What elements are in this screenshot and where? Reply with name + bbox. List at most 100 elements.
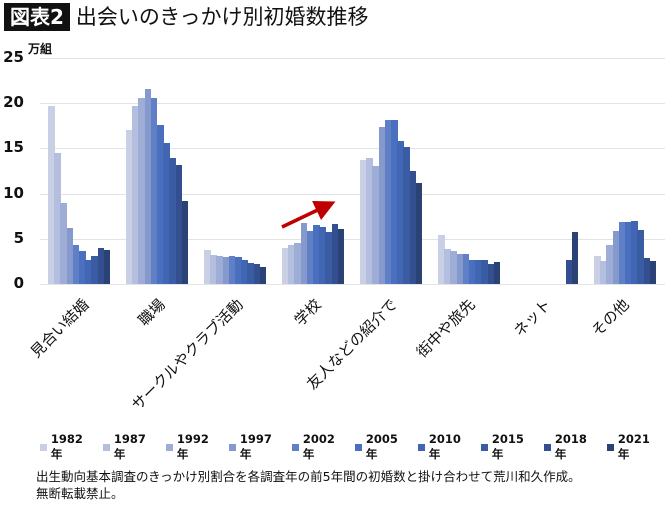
legend-swatch-icon [355, 443, 362, 451]
legend-item: 2002年 [292, 432, 346, 462]
legend-item: 1982年 [40, 432, 94, 462]
bar [306, 230, 314, 284]
bar [85, 259, 92, 284]
bar [144, 89, 152, 284]
bar [282, 247, 289, 284]
bar [438, 235, 445, 284]
bar [66, 227, 74, 284]
legend-swatch-icon [166, 443, 173, 451]
bar [126, 130, 133, 284]
bar [631, 220, 638, 284]
bar [360, 160, 367, 284]
bar [204, 249, 211, 284]
bar [366, 158, 373, 284]
y-tick-label: 15 [3, 138, 24, 157]
bar [462, 254, 470, 284]
legend-label: 1992年 [176, 432, 209, 461]
bar [79, 250, 86, 284]
legend-label: 2002年 [302, 432, 335, 461]
chart-title: 出会いのきっかけ別初婚数推移 [75, 5, 369, 29]
legend-item: 1992年 [166, 432, 220, 462]
legend-swatch-icon [229, 443, 236, 451]
source-note: 出生動向基本調査のきっかけ別割合を各調査年の前5年間の初婚数と掛け合わせて荒川和… [36, 468, 581, 502]
bar [259, 266, 267, 284]
gridline [40, 103, 665, 104]
legend-item: 2015年 [481, 432, 535, 462]
bar [612, 230, 620, 284]
bar [493, 262, 501, 284]
bar [175, 165, 183, 284]
bar [288, 245, 295, 284]
bar [643, 257, 651, 284]
bar [337, 228, 345, 284]
source-note-line2: 無断転載禁止。 [36, 486, 124, 501]
legend-item: 2005年 [355, 432, 409, 462]
y-tick-label: 20 [3, 93, 24, 111]
bar [54, 152, 61, 284]
bar [294, 243, 301, 284]
legend-item: 1997年 [229, 432, 283, 462]
bar [409, 170, 417, 284]
bar [222, 256, 230, 284]
y-tick-label: 0 [13, 274, 24, 292]
bar [300, 223, 308, 284]
bar [228, 255, 236, 284]
gridline [40, 193, 665, 195]
bar [481, 259, 488, 284]
bar [606, 245, 613, 284]
legend-swatch-icon [544, 443, 551, 451]
bar [331, 224, 339, 284]
bar [487, 264, 495, 284]
legend-label: 1982年 [50, 432, 83, 461]
legend-swatch-icon [292, 443, 299, 451]
bar [313, 225, 320, 284]
bar [216, 255, 223, 284]
bar [319, 226, 326, 284]
bar [103, 249, 111, 284]
gridline [40, 284, 665, 285]
legend: 1982年 1987年 1992年 1997年 2002年 2005年 2010年 2015年… [40, 432, 670, 462]
bar [60, 203, 67, 284]
bar [391, 120, 398, 284]
bar [415, 182, 423, 284]
bar [210, 255, 217, 284]
bar [241, 259, 248, 284]
legend-item: 2010年 [418, 432, 472, 462]
legend-item: 1987年 [103, 432, 157, 462]
bar [565, 259, 573, 284]
bar [469, 260, 476, 284]
gridline [40, 148, 665, 150]
y-tick-label: 5 [13, 228, 24, 247]
bar [325, 232, 332, 284]
legend-label: 2021年 [617, 432, 650, 461]
bar [450, 251, 457, 284]
legend-label: 2018年 [554, 432, 587, 461]
bar [397, 141, 404, 284]
bar [378, 127, 386, 284]
gridline [40, 238, 665, 240]
legend-swatch-icon [607, 443, 614, 451]
bar [157, 124, 164, 284]
chart-header: 図表2 出会いのきっかけ別初婚数推移 [4, 3, 368, 31]
bar [253, 264, 261, 284]
bar [625, 221, 632, 284]
y-axis-unit: 万組 [28, 42, 53, 56]
bar [444, 248, 451, 284]
legend-swatch-icon [418, 443, 425, 451]
legend-label: 2015年 [491, 432, 524, 461]
bar [163, 142, 170, 284]
figure-badge: 図表2 [4, 3, 70, 31]
bar [594, 255, 601, 284]
legend-swatch-icon [481, 443, 488, 451]
y-tick-label: 10 [3, 183, 24, 202]
legend-label: 2005年 [365, 432, 398, 461]
bar [48, 105, 55, 284]
bar [235, 256, 242, 284]
bar [456, 254, 464, 284]
legend-label: 2010年 [428, 432, 461, 461]
legend-label: 1987年 [113, 432, 146, 461]
gridline [40, 57, 665, 59]
legend-swatch-icon [40, 443, 47, 451]
bar [571, 231, 579, 284]
